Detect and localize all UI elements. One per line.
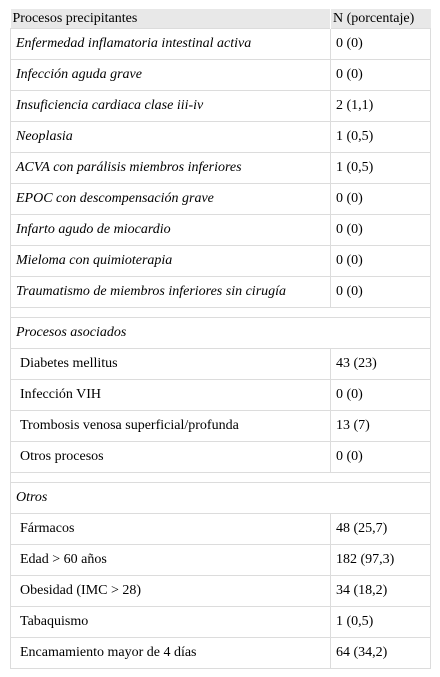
table-row: Infarto agudo de miocardio 0 (0): [10, 214, 431, 246]
table-row: Enfermedad inflamatoria intestinal activ…: [10, 28, 431, 60]
row-value: 2 (1,1): [330, 90, 431, 122]
table-row: ACVA con parálisis miembros inferiores 1…: [10, 152, 431, 184]
section-header-asociados: Procesos asociados: [10, 317, 431, 349]
row-label: Encamamiento mayor de 4 días: [10, 637, 331, 669]
table-row: Traumatismo de miembros inferiores sin c…: [10, 276, 431, 308]
table-row: Edad > 60 años 182 (97,3): [10, 544, 431, 576]
row-value: 43 (23): [330, 348, 431, 380]
row-value: 13 (7): [330, 410, 431, 442]
table-row: Obesidad (IMC > 28) 34 (18,2): [10, 575, 431, 607]
row-value: 182 (97,3): [330, 544, 431, 576]
row-label: Enfermedad inflamatoria intestinal activ…: [10, 28, 331, 60]
row-label: Neoplasia: [10, 121, 331, 153]
table-row: Fármacos 48 (25,7): [10, 513, 431, 545]
row-value: 0 (0): [330, 379, 431, 411]
header-count: N (porcentaje): [330, 9, 431, 29]
row-value: 1 (0,5): [330, 121, 431, 153]
table-row: Neoplasia 1 (0,5): [10, 121, 431, 153]
table-row: Otros procesos 0 (0): [10, 441, 431, 473]
row-label: ACVA con parálisis miembros inferiores: [10, 152, 331, 184]
row-label: Insuficiencia cardiaca clase iii-iv: [10, 90, 331, 122]
row-value: 0 (0): [330, 276, 431, 308]
row-label: Obesidad (IMC > 28): [10, 575, 331, 607]
row-value: 1 (0,5): [330, 152, 431, 184]
table-row: Mieloma con quimioterapia 0 (0): [10, 245, 431, 277]
row-value: 0 (0): [330, 245, 431, 277]
row-value: 1 (0,5): [330, 606, 431, 638]
row-label: Otros procesos: [10, 441, 331, 473]
row-label: Fármacos: [10, 513, 331, 545]
risk-factors-table: Procesos precipitantes N (porcentaje) En…: [10, 9, 431, 669]
section-spacer: [10, 472, 431, 483]
row-value: 34 (18,2): [330, 575, 431, 607]
row-label: Infección VIH: [10, 379, 331, 411]
table-row: Infección VIH 0 (0): [10, 379, 431, 411]
row-value: 0 (0): [330, 441, 431, 473]
row-value: 64 (34,2): [330, 637, 431, 669]
table-row: Trombosis venosa superficial/profunda 13…: [10, 410, 431, 442]
section-title: Procesos asociados: [10, 317, 431, 349]
table-row: Diabetes mellitus 43 (23): [10, 348, 431, 380]
table-row: EPOC con descompensación grave 0 (0): [10, 183, 431, 215]
row-value: 0 (0): [330, 59, 431, 91]
row-label: Mieloma con quimioterapia: [10, 245, 331, 277]
table-row: Tabaquismo 1 (0,5): [10, 606, 431, 638]
row-value: 0 (0): [330, 28, 431, 60]
table-header-row: Procesos precipitantes N (porcentaje): [10, 9, 431, 29]
row-value: 0 (0): [330, 183, 431, 215]
row-label: Tabaquismo: [10, 606, 331, 638]
row-label: Infarto agudo de miocardio: [10, 214, 331, 246]
row-label: Infección aguda grave: [10, 59, 331, 91]
row-label: EPOC con descompensación grave: [10, 183, 331, 215]
row-value: 48 (25,7): [330, 513, 431, 545]
row-label: Trombosis venosa superficial/profunda: [10, 410, 331, 442]
section-header-otros: Otros: [10, 482, 431, 514]
header-processes: Procesos precipitantes: [10, 9, 331, 29]
row-value: 0 (0): [330, 214, 431, 246]
table-row: Infección aguda grave 0 (0): [10, 59, 431, 91]
row-label: Edad > 60 años: [10, 544, 331, 576]
table-row: Insuficiencia cardiaca clase iii-iv 2 (1…: [10, 90, 431, 122]
section-title: Otros: [10, 482, 431, 514]
section-spacer: [10, 307, 431, 318]
row-label: Traumatismo de miembros inferiores sin c…: [10, 276, 331, 308]
table-row: Encamamiento mayor de 4 días 64 (34,2): [10, 637, 431, 669]
row-label: Diabetes mellitus: [10, 348, 331, 380]
